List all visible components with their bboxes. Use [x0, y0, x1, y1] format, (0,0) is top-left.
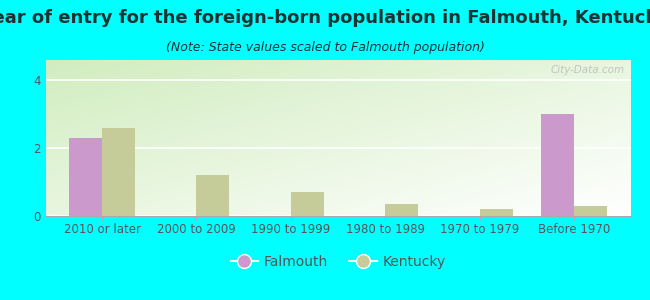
Bar — [102, 128, 135, 216]
Text: Year of entry for the foreign-born population in Falmouth, Kentucky: Year of entry for the foreign-born popul… — [0, 9, 650, 27]
Bar — [69, 138, 102, 216]
Text: City-Data.com: City-Data.com — [551, 65, 625, 75]
Bar — [541, 114, 574, 216]
Bar — [574, 206, 607, 216]
Bar — [291, 192, 324, 216]
Bar — [385, 204, 418, 216]
Bar — [480, 208, 513, 216]
Bar — [196, 175, 229, 216]
Text: (Note: State values scaled to Falmouth population): (Note: State values scaled to Falmouth p… — [166, 40, 484, 53]
Legend: Falmouth, Kentucky: Falmouth, Kentucky — [225, 250, 451, 274]
